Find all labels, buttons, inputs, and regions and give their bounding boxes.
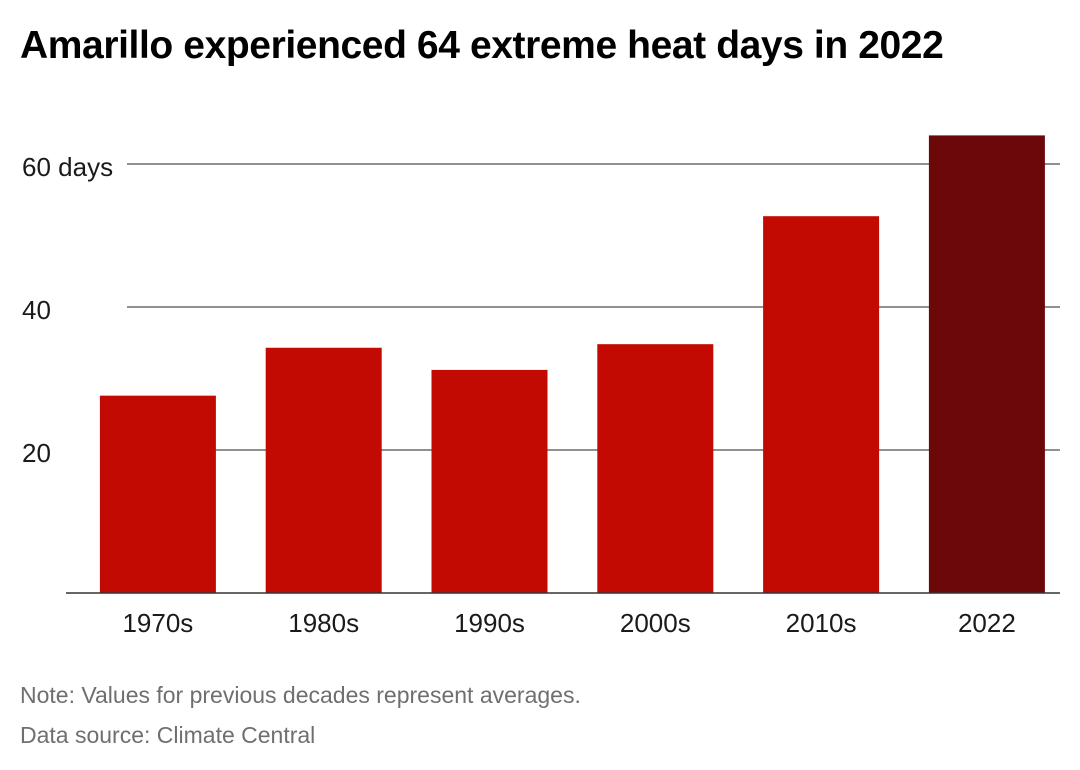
bar-2000s: [597, 344, 714, 593]
y-tick-label-20: 20: [22, 438, 51, 468]
x-tick-label-1980s: 1980s: [288, 608, 359, 638]
axes: 20 40 60 days 1970s 1980s 1990s 2000s 2010s 2022: [22, 152, 1060, 638]
x-tick-label-2010s: 2010s: [786, 608, 857, 638]
bar-2022: [928, 135, 1045, 593]
x-tick-label-2022: 2022: [958, 608, 1016, 638]
bar-1990s: [431, 369, 548, 593]
x-tick-label-1990s: 1990s: [454, 608, 525, 638]
bars: [99, 135, 1045, 593]
y-tick-label-40: 40: [22, 295, 51, 325]
x-tick-label-2000s: 2000s: [620, 608, 691, 638]
chart-note: Note: Values for previous decades repres…: [20, 682, 581, 708]
data-source: Data source: Climate Central: [20, 722, 316, 748]
bar-1980s: [265, 347, 382, 593]
bar-1970s: [99, 395, 216, 593]
chart-title: Amarillo experienced 64 extreme heat day…: [20, 24, 944, 67]
x-tick-label-1970s: 1970s: [122, 608, 193, 638]
y-tick-label-60: 60 days: [22, 152, 113, 182]
bar-2010s: [763, 216, 880, 593]
